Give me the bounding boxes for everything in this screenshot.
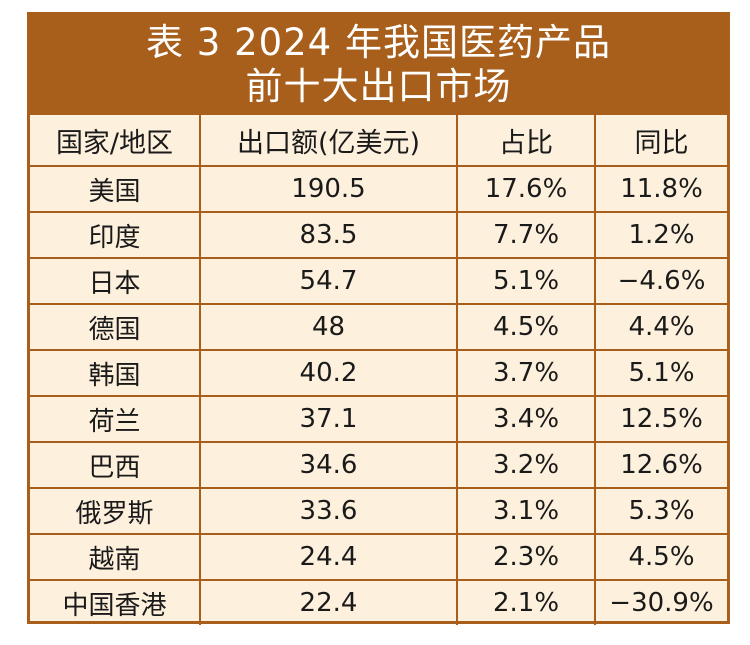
table-row: 美国 190.5 17.6% 11.8% — [30, 165, 727, 213]
cell-country: 韩国 — [30, 349, 201, 397]
cell-yoy: 5.3% — [594, 487, 727, 535]
cell-export-value: 54.7 — [199, 257, 458, 305]
cell-yoy: 1.2% — [594, 211, 727, 259]
cell-export-value: 48 — [199, 303, 458, 351]
cell-country: 巴西 — [30, 441, 201, 489]
cell-share: 7.7% — [456, 211, 596, 259]
cell-export-value: 190.5 — [199, 165, 458, 213]
header-share: 占比 — [456, 115, 596, 167]
table-row: 德国 48 4.5% 4.4% — [30, 303, 727, 351]
cell-country: 荷兰 — [30, 395, 201, 443]
header-yoy: 同比 — [594, 115, 727, 167]
table-row: 印度 83.5 7.7% 1.2% — [30, 211, 727, 259]
header-country: 国家/地区 — [30, 115, 201, 167]
header-export-value: 出口额(亿美元) — [199, 115, 458, 167]
cell-country: 印度 — [30, 211, 201, 259]
table-title-bar: 表 3 2024 年我国医药产品 前十大出口市场 — [30, 15, 727, 115]
cell-share: 2.1% — [456, 579, 596, 625]
cell-yoy: 11.8% — [594, 165, 727, 213]
table-frame: 表 3 2024 年我国医药产品 前十大出口市场 国家/地区 出口额(亿美元) … — [27, 12, 730, 625]
table-title-line-1: 表 3 2024 年我国医药产品 — [146, 21, 611, 64]
table-row: 巴西 34.6 3.2% 12.6% — [30, 441, 727, 489]
cell-share: 3.7% — [456, 349, 596, 397]
cell-country: 德国 — [30, 303, 201, 351]
cell-yoy: −30.9% — [594, 579, 727, 625]
cell-export-value: 37.1 — [199, 395, 458, 443]
cell-share: 17.6% — [456, 165, 596, 213]
cell-country: 越南 — [30, 533, 201, 581]
cell-yoy: −4.6% — [594, 257, 727, 305]
cell-country: 俄罗斯 — [30, 487, 201, 535]
header-row: 国家/地区 出口额(亿美元) 占比 同比 — [30, 115, 727, 167]
cell-export-value: 22.4 — [199, 579, 458, 625]
cell-export-value: 40.2 — [199, 349, 458, 397]
cell-yoy: 5.1% — [594, 349, 727, 397]
cell-share: 3.4% — [456, 395, 596, 443]
cell-share: 2.3% — [456, 533, 596, 581]
cell-export-value: 83.5 — [199, 211, 458, 259]
cell-share: 5.1% — [456, 257, 596, 305]
table-row: 荷兰 37.1 3.4% 12.5% — [30, 395, 727, 443]
cell-share: 4.5% — [456, 303, 596, 351]
cell-export-value: 33.6 — [199, 487, 458, 535]
cell-yoy: 12.6% — [594, 441, 727, 489]
cell-share: 3.1% — [456, 487, 596, 535]
cell-export-value: 24.4 — [199, 533, 458, 581]
export-markets-table: 国家/地区 出口额(亿美元) 占比 同比 美国 190.5 17.6% 11.8… — [30, 115, 727, 625]
cell-export-value: 34.6 — [199, 441, 458, 489]
table-title-line-2: 前十大出口市场 — [245, 65, 512, 108]
cell-yoy: 4.4% — [594, 303, 727, 351]
table-row: 越南 24.4 2.3% 4.5% — [30, 533, 727, 581]
cell-country: 日本 — [30, 257, 201, 305]
table-row: 中国香港 22.4 2.1% −30.9% — [30, 579, 727, 625]
cell-yoy: 4.5% — [594, 533, 727, 581]
cell-country: 美国 — [30, 165, 201, 213]
cell-yoy: 12.5% — [594, 395, 727, 443]
cell-country: 中国香港 — [30, 579, 201, 625]
cell-share: 3.2% — [456, 441, 596, 489]
table-row: 韩国 40.2 3.7% 5.1% — [30, 349, 727, 397]
table-row: 俄罗斯 33.6 3.1% 5.3% — [30, 487, 727, 535]
table-row: 日本 54.7 5.1% −4.6% — [30, 257, 727, 305]
